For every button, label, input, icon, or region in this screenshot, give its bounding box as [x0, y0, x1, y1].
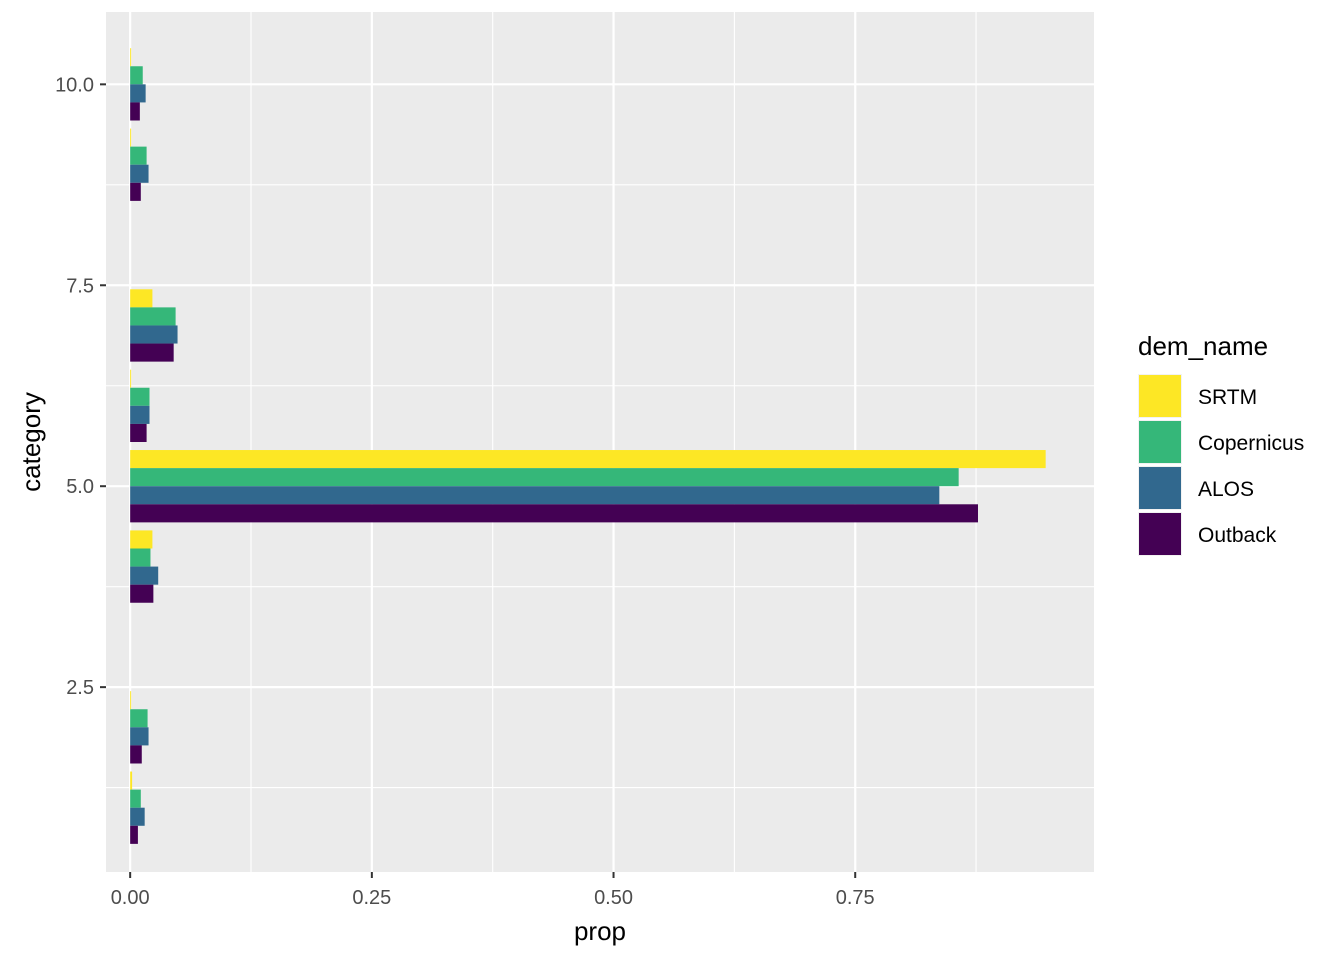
bar	[130, 307, 176, 326]
bar	[130, 66, 143, 85]
bar	[130, 691, 132, 710]
bar	[130, 164, 149, 183]
x-tick-label: 0.50	[594, 887, 633, 909]
y-tick-label: 10.0	[55, 74, 94, 96]
x-axis: 0.00 0.25 0.50 0.75	[111, 872, 875, 909]
legend-swatch	[1139, 467, 1181, 509]
y-axis-title: category	[16, 392, 46, 492]
bar	[130, 789, 141, 808]
legend-title: dem_name	[1138, 331, 1268, 361]
legend-label: ALOS	[1198, 478, 1254, 501]
bar	[130, 486, 940, 505]
x-tick-label: 0.25	[352, 887, 391, 909]
bar	[130, 825, 138, 844]
bar	[130, 325, 178, 344]
x-tick-label: 0.00	[111, 887, 150, 909]
y-axis: 2.5 5.0 7.5 10.0	[55, 74, 106, 699]
bar	[130, 405, 150, 424]
x-tick-label: 0.75	[836, 887, 875, 909]
bar	[130, 369, 132, 388]
bar	[130, 468, 959, 487]
bar	[130, 745, 142, 764]
y-tick-label: 2.5	[66, 677, 94, 699]
bar	[130, 450, 1046, 469]
plot-panel	[106, 12, 1094, 872]
bar	[130, 387, 150, 406]
legend-label: SRTM	[1198, 386, 1257, 409]
bar	[130, 343, 174, 362]
bar	[130, 530, 153, 549]
bar	[130, 771, 133, 790]
bars	[130, 48, 1046, 844]
bar	[130, 727, 149, 746]
legend-swatch	[1139, 513, 1181, 555]
legend-label: Copernicus	[1198, 432, 1304, 455]
bar	[130, 504, 978, 523]
legend-swatch	[1139, 421, 1181, 463]
grid-minor	[106, 12, 1094, 872]
bar	[130, 102, 140, 121]
x-axis-title: prop	[574, 916, 626, 946]
bar	[130, 48, 132, 67]
bar	[130, 146, 147, 165]
y-tick-label: 7.5	[66, 275, 94, 297]
bar	[130, 584, 154, 603]
bar	[130, 709, 148, 728]
y-tick-label: 5.0	[66, 476, 94, 498]
legend-swatch	[1139, 375, 1181, 417]
bar	[130, 548, 151, 567]
legend-label: Outback	[1198, 524, 1277, 547]
bar	[130, 84, 146, 103]
legend: dem_name SRTM Copernicus ALOS Outback	[1138, 331, 1304, 556]
bar	[130, 807, 145, 826]
bar	[130, 566, 159, 585]
bar	[130, 423, 147, 442]
bar	[130, 128, 132, 147]
bar	[130, 182, 141, 201]
bar	[130, 289, 153, 308]
